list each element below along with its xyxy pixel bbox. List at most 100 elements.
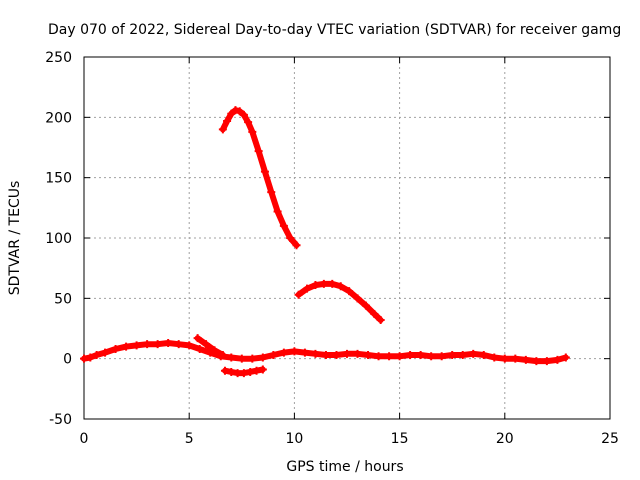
series-line: [194, 335, 226, 358]
data-point: [374, 352, 383, 361]
data-point: [231, 106, 240, 115]
data-point: [239, 110, 248, 119]
data-point: [248, 354, 257, 363]
data-point: [279, 221, 288, 230]
data-point: [311, 349, 320, 358]
data-point: [227, 353, 236, 362]
data-point: [416, 351, 425, 360]
data-point: [239, 369, 248, 378]
data-point: [376, 316, 385, 325]
data-point: [235, 107, 244, 116]
data-point: [469, 349, 478, 358]
data-point: [332, 351, 341, 360]
plot-frame: [83, 56, 611, 420]
data-point: [227, 367, 236, 376]
data-point: [92, 351, 101, 360]
data-point: [218, 351, 227, 360]
series: [80, 106, 570, 378]
data-point: [343, 349, 351, 358]
data-point: [328, 279, 337, 288]
data-point: [521, 355, 530, 364]
data-point: [132, 341, 141, 350]
y-tick-label: 50: [54, 291, 72, 307]
data-point: [244, 118, 253, 127]
series-track-1: [80, 338, 570, 366]
data-point: [500, 354, 509, 363]
data-point: [220, 366, 229, 375]
data-point: [260, 167, 269, 176]
data-point: [237, 354, 246, 363]
data-point: [542, 357, 551, 366]
data-point: [532, 357, 541, 366]
y-tick-label: 250: [45, 50, 72, 66]
ticks: 0 5 10 15 20 25 -50 0 50 100 150 200 250: [45, 50, 619, 447]
series-track-2: [193, 334, 227, 360]
data-point: [353, 349, 362, 358]
data-point: [273, 207, 282, 216]
axes: [83, 56, 611, 420]
data-point: [248, 127, 257, 136]
data-point: [246, 367, 255, 376]
x-axis-label: GPS time / hours: [286, 459, 403, 475]
data-point: [406, 351, 415, 360]
x-tick-label: 10: [285, 431, 303, 447]
data-point: [311, 281, 320, 290]
data-point: [303, 284, 312, 293]
data-point: [218, 125, 227, 134]
data-point: [319, 279, 328, 288]
data-point: [292, 241, 301, 250]
data-point: [448, 351, 457, 360]
chart-title: Day 070 of 2022, Sidereal Day-to-day VTE…: [48, 22, 621, 38]
data-point: [122, 342, 131, 351]
data-point: [153, 340, 162, 349]
x-tick-label: 20: [496, 431, 514, 447]
data-point: [202, 340, 211, 349]
data-point: [385, 352, 394, 361]
data-point: [195, 345, 204, 354]
data-point: [364, 351, 373, 360]
grid: [84, 57, 610, 419]
series-track-3: [218, 106, 301, 250]
data-point: [336, 282, 345, 291]
x-tick-label: 5: [185, 431, 194, 447]
data-point: [210, 346, 219, 355]
data-point: [490, 353, 499, 362]
data-point: [321, 351, 330, 360]
data-point: [458, 351, 467, 360]
data-point: [252, 366, 261, 375]
data-point: [227, 109, 236, 118]
y-tick-label: 150: [45, 171, 72, 187]
x-tick-label: 25: [601, 431, 619, 447]
data-point: [300, 348, 309, 357]
data-point: [345, 287, 354, 296]
series-track-4: [220, 365, 267, 378]
data-point: [80, 354, 88, 363]
data-point: [561, 353, 570, 362]
data-point: [164, 338, 173, 347]
data-point: [427, 352, 436, 361]
y-tick-label: 0: [63, 352, 72, 368]
data-point: [193, 334, 202, 343]
data-point: [361, 301, 370, 310]
data-point: [174, 340, 183, 349]
data-point: [258, 365, 267, 374]
y-tick-label: 200: [45, 110, 72, 126]
data-point: [279, 348, 288, 357]
x-tick-label: 0: [80, 431, 89, 447]
data-point: [395, 352, 404, 361]
data-point: [294, 290, 303, 299]
data-point: [370, 310, 379, 319]
data-point: [353, 294, 362, 303]
y-axis-label: SDTVAR / TECUs: [7, 181, 23, 296]
data-point: [185, 341, 194, 350]
data-point: [479, 351, 488, 360]
data-point: [258, 353, 267, 362]
series-track-5: [294, 279, 385, 325]
data-point: [286, 234, 295, 242]
data-point: [254, 147, 263, 156]
data-point: [223, 116, 232, 125]
data-point: [101, 348, 110, 357]
y-tick-label: 100: [45, 231, 72, 247]
data-point: [437, 352, 446, 361]
